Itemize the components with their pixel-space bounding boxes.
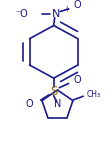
Text: O: O [25,99,33,109]
Text: N: N [53,100,61,109]
Text: S: S [50,85,57,98]
Text: O: O [73,0,80,10]
Text: N: N [52,9,60,19]
Text: ⁻O: ⁻O [16,9,28,19]
Text: +: + [62,5,69,14]
Text: CH₃: CH₃ [86,90,100,99]
Text: O: O [73,75,80,85]
